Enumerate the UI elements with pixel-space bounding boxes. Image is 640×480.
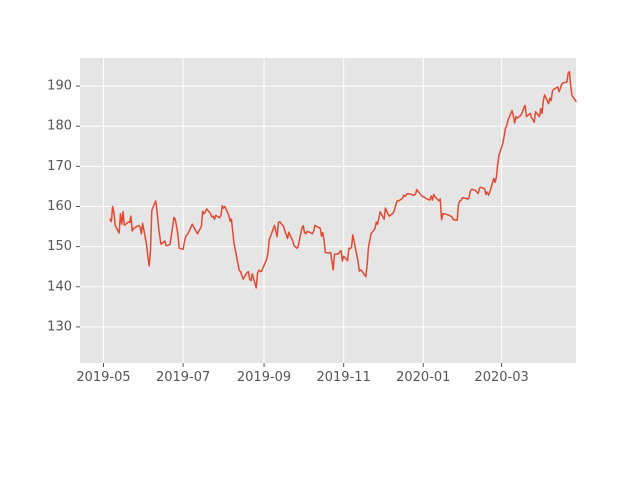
y-tick-label: 130 — [47, 319, 72, 334]
x-tick-label: 2020-03 — [474, 370, 528, 385]
y-tick-label: 180 — [47, 119, 72, 134]
x-tick-label: 2019-05 — [76, 370, 130, 385]
x-tick-label: 2019-11 — [316, 370, 370, 385]
y-tick-label: 190 — [47, 79, 72, 94]
y-tick-label: 170 — [47, 159, 72, 174]
x-axis: 2019-05 2019-07 2019-09 2019-11 2020-01 2020-… — [76, 363, 529, 385]
x-tick-label: 2019-09 — [237, 370, 291, 385]
plot-area — [80, 58, 576, 363]
y-tick-label: 150 — [47, 239, 72, 254]
series-layer — [109, 70, 577, 289]
y-tick-label: 140 — [47, 279, 72, 294]
y-axis: 130 140 150 160 170 180 190 — [47, 79, 80, 334]
series-line-price — [109, 70, 577, 289]
x-tick-label: 2019-07 — [156, 370, 210, 385]
x-tick-label: 2020-01 — [396, 370, 450, 385]
y-tick-label: 160 — [47, 199, 72, 214]
grid-lines — [80, 58, 576, 363]
